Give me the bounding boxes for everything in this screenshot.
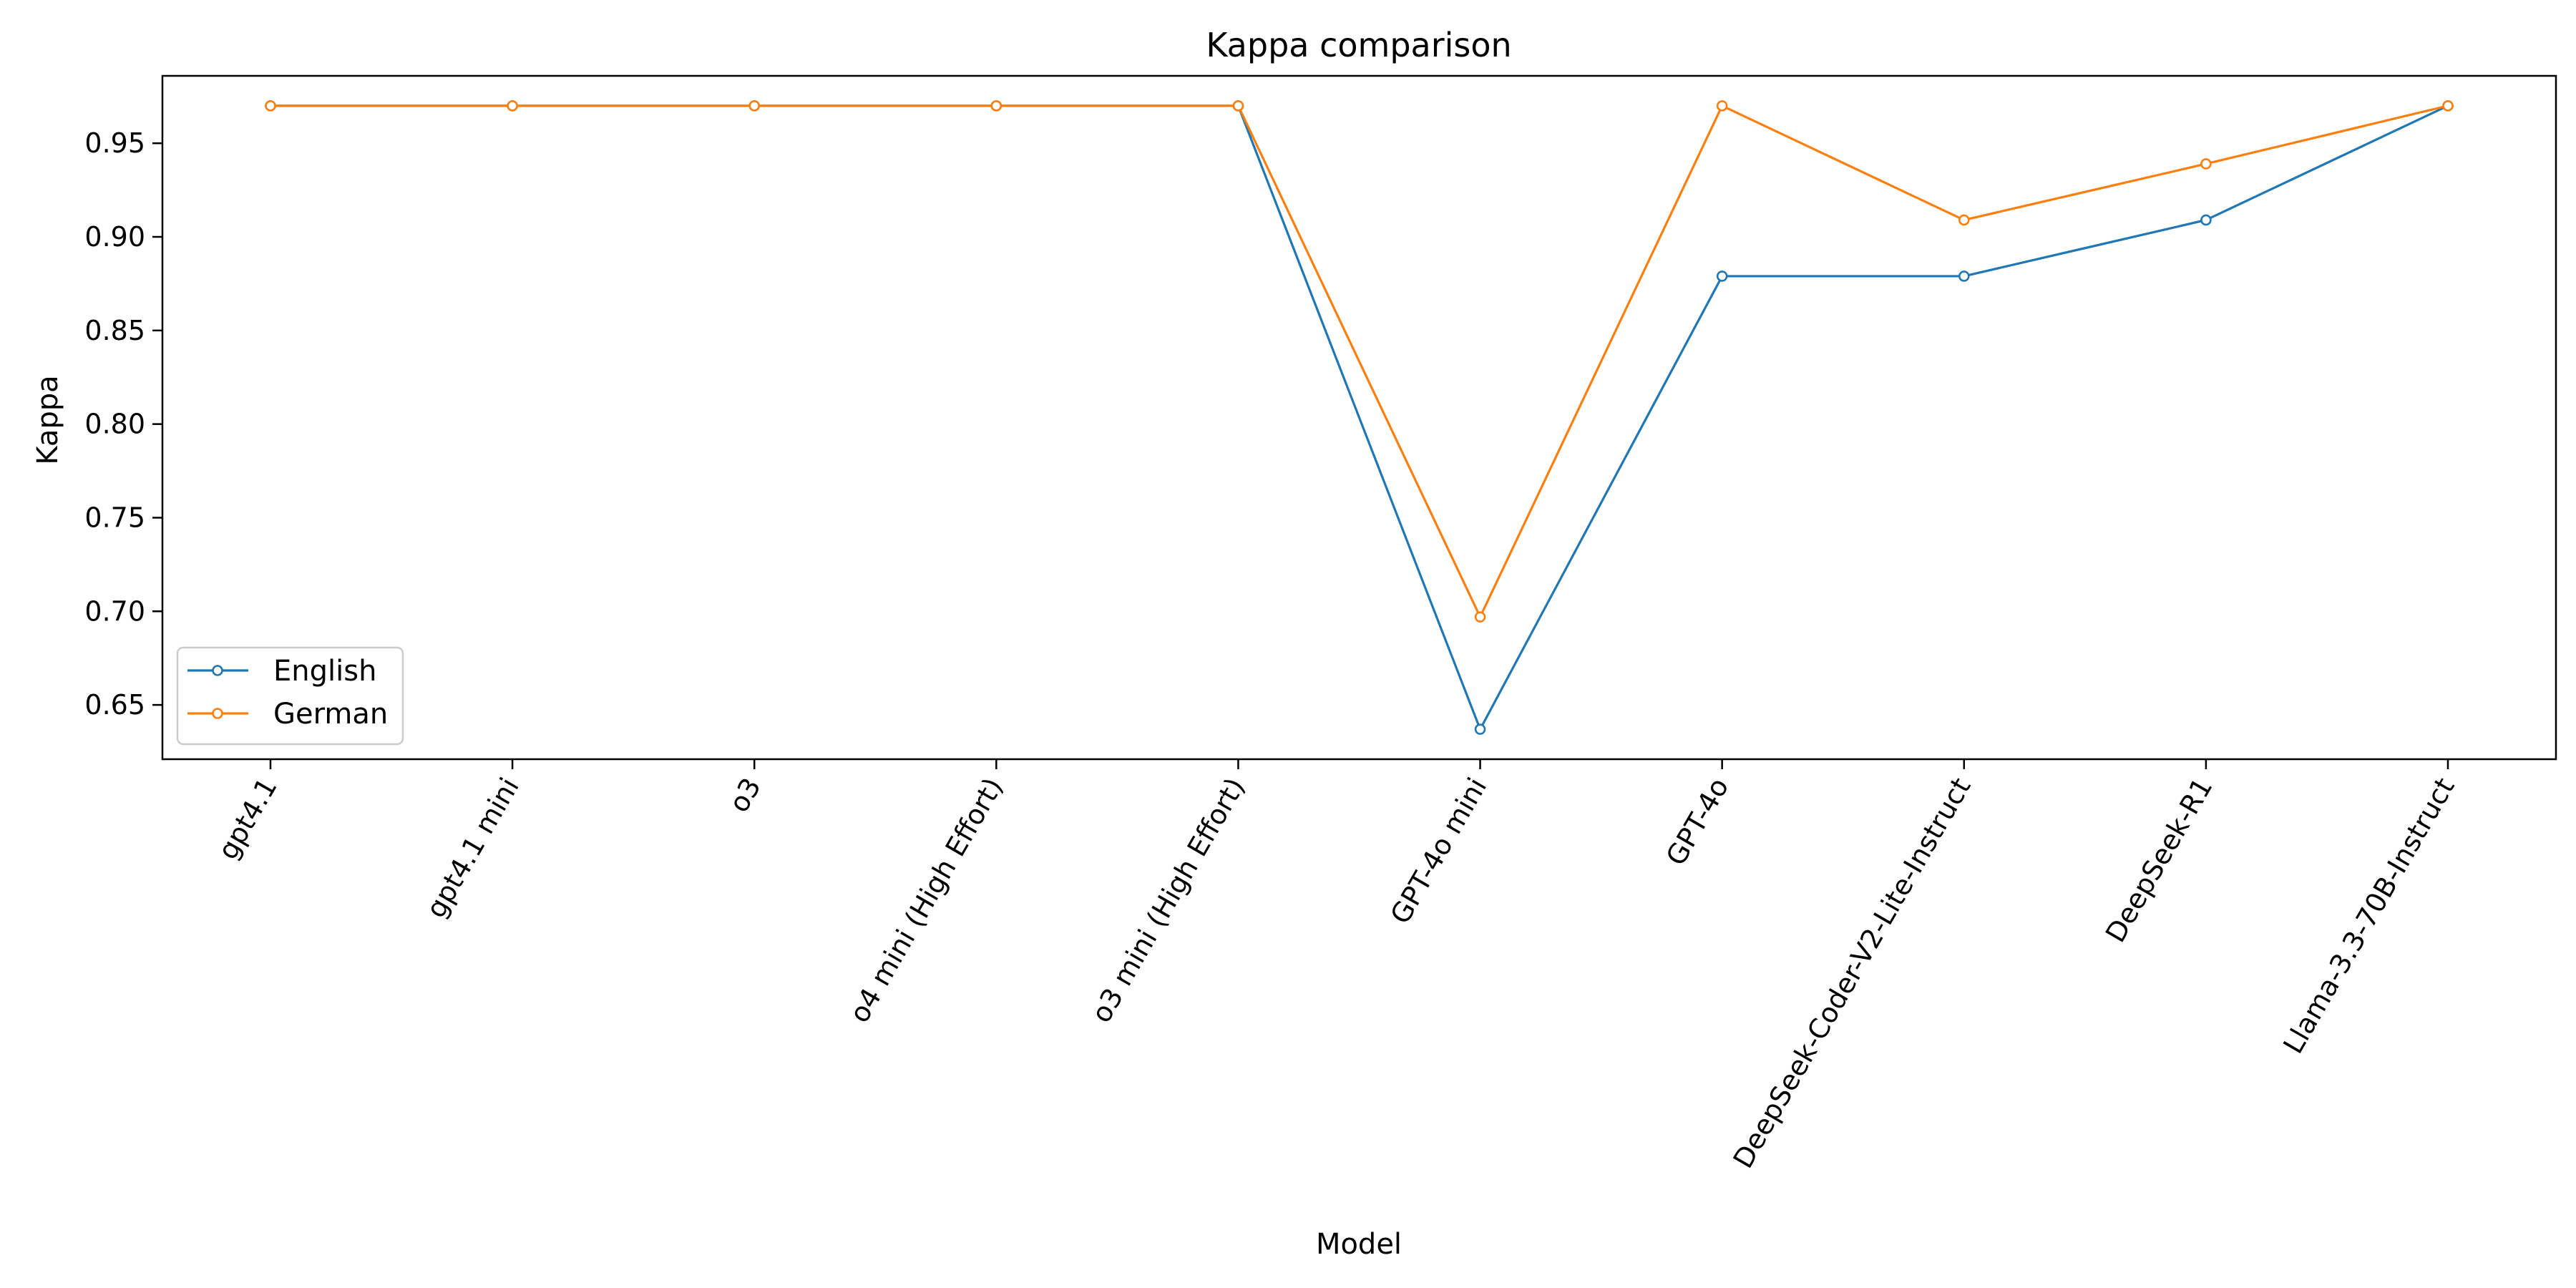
legend-box: [176, 646, 404, 746]
y-tick-label: 0.80: [84, 409, 145, 440]
data-point-english: [2200, 214, 2212, 226]
x-axis-label: Model: [1316, 1228, 1402, 1261]
legend-marker-german: [212, 708, 223, 719]
data-point-german: [748, 100, 761, 112]
data-point-english: [1474, 723, 1486, 735]
y-axis-ticks: 0.65 0.70 0.75 0.80 0.85 0.90 0.95: [84, 127, 162, 721]
legend-label-german: German: [273, 698, 388, 731]
data-point-german: [1232, 100, 1244, 112]
y-tick-label: 0.65: [84, 689, 145, 721]
data-point-english: [1716, 270, 1728, 282]
y-tick-label: 0.85: [84, 315, 145, 346]
legend-marker-english: [212, 665, 223, 676]
data-point-german: [265, 100, 276, 112]
plot-frame: [161, 74, 2557, 761]
legend: English German: [176, 646, 404, 746]
data-point-german: [1716, 100, 1728, 112]
data-point-german: [2200, 158, 2212, 170]
data-point-german: [1474, 611, 1486, 623]
y-tick-label: 0.90: [84, 221, 145, 253]
data-point-german: [990, 100, 1002, 112]
y-tick-label: 0.95: [84, 127, 145, 159]
data-point-german: [2442, 100, 2454, 112]
data-point-german: [507, 100, 518, 112]
series-layer: [265, 100, 2454, 735]
data-point-german: [1958, 214, 1970, 226]
y-tick-label: 0.70: [84, 595, 145, 627]
y-tick-label: 0.75: [84, 502, 145, 533]
series-line-german: [270, 104, 2449, 618]
chart-title: Kappa comparison: [1206, 26, 1511, 64]
legend-label-english: English: [273, 655, 376, 688]
data-point-english: [1958, 270, 1970, 282]
y-axis-label: Kappa: [31, 375, 64, 464]
